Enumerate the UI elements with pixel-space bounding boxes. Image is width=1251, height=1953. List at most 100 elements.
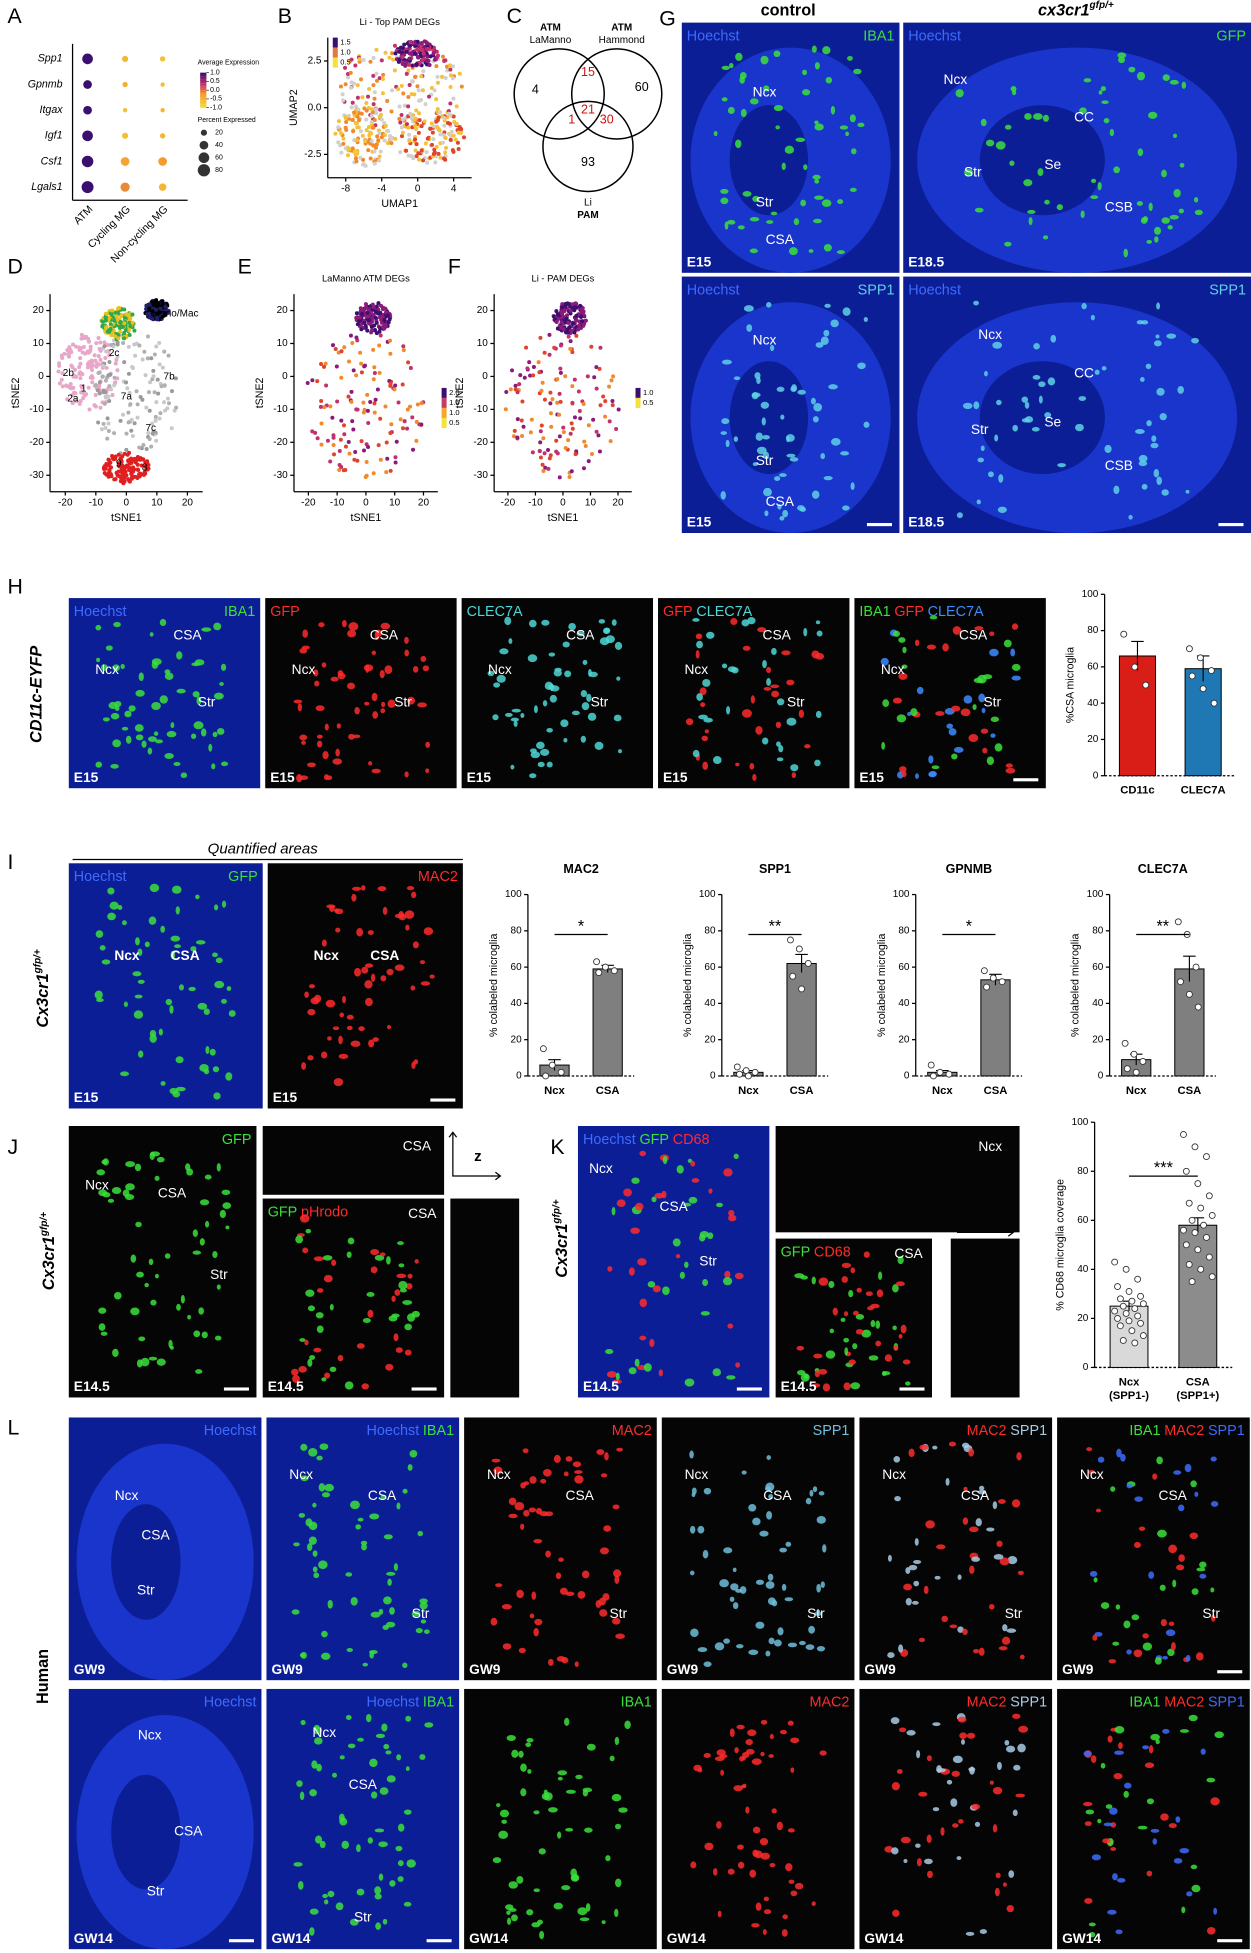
embedding-cell	[159, 384, 164, 389]
cell	[775, 721, 782, 729]
cell	[905, 1598, 912, 1606]
cell	[771, 690, 780, 698]
embedding-cell	[568, 346, 573, 351]
allele: gfp/+	[32, 949, 43, 974]
embedding-cell	[347, 147, 352, 152]
cell	[176, 651, 183, 660]
cell	[1162, 1728, 1170, 1734]
cell	[1024, 416, 1034, 423]
cell	[193, 721, 204, 730]
cell	[698, 714, 708, 720]
embedding-cell	[65, 348, 70, 353]
region-label: CSA	[1159, 1488, 1188, 1503]
x-tick-label: 10	[151, 498, 163, 509]
channel-label: SPP1	[858, 282, 895, 298]
cell	[754, 372, 761, 380]
embedding-cell	[128, 402, 133, 407]
embedding-cell	[394, 439, 399, 444]
cell	[723, 1638, 730, 1644]
panel-letter: E	[238, 254, 252, 278]
embedding-cell	[407, 56, 412, 61]
embedding-cell	[389, 141, 394, 146]
cell	[712, 756, 722, 765]
colorbar-step	[200, 86, 207, 89]
cell	[1142, 1633, 1149, 1639]
cell	[839, 125, 849, 130]
cell	[596, 1449, 605, 1456]
cell	[779, 1729, 787, 1735]
cell	[720, 431, 728, 435]
embedding-cell	[382, 317, 387, 322]
cell	[1117, 52, 1127, 59]
embedding-cell	[433, 160, 438, 165]
embedding-cell	[107, 353, 112, 358]
scale-bar	[1217, 1670, 1243, 1674]
region-label: Ncx	[312, 1725, 336, 1740]
cell	[1173, 1858, 1183, 1864]
embedding-cell	[597, 449, 602, 454]
embedding-cell	[130, 320, 135, 325]
cell	[391, 1295, 396, 1302]
stage-label: GW14	[1062, 1931, 1101, 1946]
cell	[1145, 363, 1152, 370]
embedding-cell	[586, 459, 591, 464]
y-tick-label: 60	[511, 962, 523, 973]
cell	[816, 1583, 821, 1593]
embedding-cell	[119, 459, 124, 464]
x-tick-label: 10	[585, 498, 597, 509]
legend-swatch	[441, 397, 447, 408]
cell	[388, 1315, 398, 1322]
cell	[757, 627, 767, 633]
cell	[992, 1786, 1003, 1795]
cell	[581, 702, 590, 711]
embedding-cell	[383, 310, 388, 315]
cell	[147, 747, 153, 755]
embedding-cell	[378, 333, 383, 338]
cell	[752, 1849, 759, 1857]
data-point	[1180, 1131, 1187, 1138]
cell	[138, 672, 144, 681]
region-label: Str	[1202, 1606, 1220, 1621]
embedding-cell	[145, 334, 150, 339]
cell	[307, 1305, 316, 1312]
embedding-cell	[592, 375, 597, 380]
cell	[1011, 663, 1021, 671]
cell	[915, 1843, 921, 1848]
y-tick-label: -10	[473, 404, 488, 415]
embedding-cell	[393, 136, 398, 141]
embedding-cell	[365, 314, 370, 319]
embedding-cell	[99, 427, 104, 432]
channel-labels: SPP1	[858, 282, 895, 298]
x-tick-label: 20	[612, 498, 624, 509]
cell	[374, 1886, 382, 1895]
embedding-cell	[80, 333, 85, 338]
embedding-cell	[113, 361, 118, 366]
cell	[1141, 483, 1148, 490]
cell	[952, 1823, 959, 1828]
cell	[381, 1723, 388, 1732]
chart-title: MAC2	[563, 862, 598, 876]
cell	[396, 1754, 402, 1761]
cell	[932, 1807, 940, 1812]
cell	[1038, 395, 1043, 404]
embedding-cell	[431, 137, 436, 142]
channel-label: Hoechst	[687, 282, 740, 298]
embedding-cell	[60, 384, 65, 389]
cell	[604, 1452, 609, 1461]
legend-title: Average Expression	[198, 59, 260, 66]
cell	[900, 1324, 907, 1334]
cell	[1210, 1797, 1220, 1806]
cell	[813, 218, 822, 224]
embedding-cell	[364, 473, 369, 478]
cell	[523, 1510, 530, 1517]
cell	[308, 1521, 318, 1531]
cell	[300, 1475, 309, 1482]
cell	[797, 1369, 806, 1376]
stage-label: E15	[687, 515, 712, 530]
cell	[1078, 396, 1087, 401]
stage-label: GW9	[864, 1662, 896, 1677]
cell	[410, 891, 417, 899]
cell	[773, 104, 784, 112]
cluster-label: 7a	[121, 392, 133, 403]
embedding-cell	[135, 475, 140, 480]
